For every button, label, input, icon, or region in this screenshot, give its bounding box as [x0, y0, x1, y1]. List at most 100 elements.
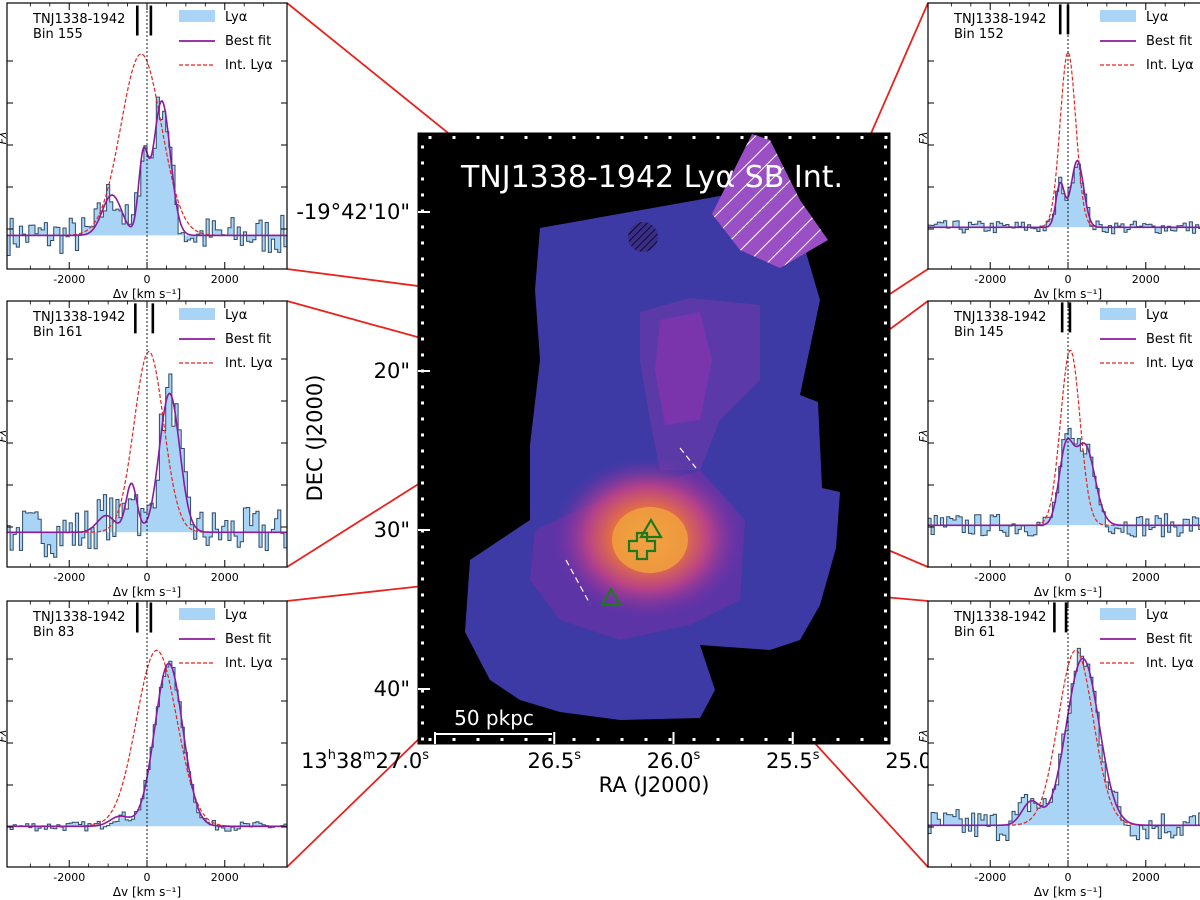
legend-label-fit: Best fit [225, 632, 271, 647]
minor-tick [884, 305, 887, 309]
minor-tick [884, 145, 887, 149]
object-name: TNJ1338-1942 [953, 310, 1046, 325]
legend-label-int: Int. Lyα [225, 656, 273, 671]
minor-tick [421, 433, 424, 437]
minor-tick [421, 561, 424, 565]
minor-tick [548, 738, 552, 741]
minor-tick [884, 385, 887, 389]
minor-tick [884, 465, 887, 469]
minor-tick [884, 225, 887, 229]
galaxy-triangle-south [600, 586, 622, 607]
legend-swatch-observed [1100, 308, 1136, 320]
minor-tick [884, 737, 887, 741]
x-tick-label: 0 [144, 273, 151, 286]
minor-tick [572, 738, 576, 741]
minor-tick [548, 136, 552, 139]
y-axis-label: Fλ [917, 132, 930, 145]
minor-tick [884, 513, 887, 517]
minor-tick [716, 738, 720, 741]
minor-tick [452, 136, 456, 139]
minor-tick [884, 449, 887, 453]
minor-tick [860, 136, 864, 139]
minor-tick [421, 689, 424, 693]
minor-tick [421, 241, 424, 245]
legend-label-int: Int. Lyα [225, 58, 273, 73]
minor-tick [692, 738, 696, 741]
x-axis-label: Δv [km s⁻¹] [113, 585, 181, 599]
minor-tick [421, 353, 424, 357]
minor-tick [524, 738, 528, 741]
minor-tick [884, 369, 887, 373]
y-axis-label: Fλ [917, 430, 930, 443]
minor-tick [421, 721, 424, 725]
best-fit-curve [928, 159, 1200, 229]
x-tick-label: 13h38m27.0s [301, 748, 429, 773]
slit-marker-upper [679, 447, 697, 469]
best-fit-curve [7, 392, 287, 534]
minor-tick [421, 417, 424, 421]
minor-tick [500, 136, 504, 139]
minor-tick [428, 136, 432, 139]
minor-tick [668, 136, 672, 139]
minor-tick [668, 738, 672, 741]
minor-tick [421, 305, 424, 309]
minor-tick [421, 161, 424, 165]
minor-tick [884, 337, 887, 341]
x-axis-label: Δv [km s⁻¹] [1034, 287, 1102, 301]
minor-tick [421, 145, 424, 149]
legend-swatch-observed [1100, 10, 1136, 22]
minor-tick [884, 433, 887, 437]
observed-spectrum [7, 660, 287, 832]
map-frame [417, 132, 891, 745]
object-name: TNJ1338-1942 [32, 610, 125, 625]
minor-tick [788, 136, 792, 139]
minor-tick [836, 738, 840, 741]
inner-region [655, 312, 712, 425]
legend-label-fit: Best fit [1146, 632, 1192, 647]
x-tick-label: 26.0s [647, 748, 701, 773]
observed-spectrum [7, 373, 287, 558]
minor-tick [421, 177, 424, 181]
legend-label-int: Int. Lyα [225, 356, 273, 371]
minor-tick [884, 657, 887, 661]
map-ylabel: DEC (J2000) [303, 375, 327, 502]
minor-tick [884, 705, 887, 709]
minor-tick [644, 738, 648, 741]
x-tick-label: -2000 [974, 571, 1006, 584]
minor-tick [836, 136, 840, 139]
minor-tick [500, 738, 504, 741]
minor-tick [884, 689, 887, 693]
minor-tick [884, 673, 887, 677]
map-ticks [418, 136, 913, 744]
minor-tick [884, 641, 887, 645]
legend-label-observed: Lyα [225, 308, 247, 323]
minor-tick [884, 321, 887, 325]
x-tick-label: 2000 [211, 571, 239, 584]
x-tick-label: -2000 [974, 871, 1006, 884]
minor-tick [884, 209, 887, 213]
y-axis-label: Fλ [0, 730, 9, 743]
legend-label-int: Int. Lyα [1146, 356, 1194, 371]
minor-tick [421, 625, 424, 629]
x-tick-label: 2000 [1132, 273, 1160, 286]
minor-tick [812, 136, 816, 139]
minor-tick [421, 705, 424, 709]
bin-label: Bin 155 [33, 27, 83, 42]
observed-flux-fill [928, 164, 1200, 234]
minor-tick [884, 401, 887, 405]
x-tick-label: 0 [144, 571, 151, 584]
minor-tick [421, 273, 424, 277]
minor-tick [884, 417, 887, 421]
minor-tick [884, 481, 887, 485]
minor-tick [884, 353, 887, 357]
bin-label: Bin 152 [954, 27, 1004, 42]
minor-tick [884, 289, 887, 293]
x-axis-label: Δv [km s⁻¹] [1034, 585, 1102, 599]
galaxy-triangle-north [639, 517, 663, 539]
legend-swatch-observed [179, 608, 215, 620]
minor-tick [620, 136, 624, 139]
